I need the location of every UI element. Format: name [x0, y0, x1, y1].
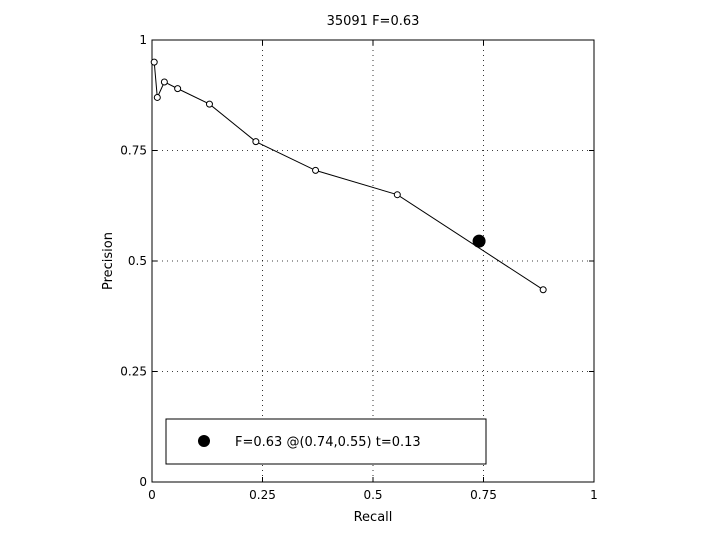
y-tick-label: 0.25 — [120, 365, 147, 379]
data-point — [252, 138, 260, 146]
x-tick-label: 0.5 — [363, 488, 382, 502]
chart-title: 35091 F=0.63 — [327, 14, 420, 29]
best-f-point — [472, 234, 486, 248]
data-point — [393, 191, 401, 199]
x-tick-label: 0 — [148, 488, 156, 502]
y-axis-label: Precision — [101, 232, 116, 290]
data-point — [312, 166, 320, 174]
data-point — [539, 286, 547, 294]
y-tick-label: 0.75 — [120, 144, 147, 158]
x-axis-label: Recall — [354, 510, 393, 525]
legend-text: F=0.63 @(0.74,0.55) t=0.13 — [235, 435, 421, 450]
y-tick-label: 1 — [139, 33, 147, 47]
legend: F=0.63 @(0.74,0.55) t=0.13 — [165, 418, 487, 465]
data-point — [153, 93, 161, 101]
legend-box — [165, 418, 487, 465]
x-tick-label: 0.25 — [249, 488, 276, 502]
y-tick-label: 0 — [139, 475, 147, 489]
tick-labels: 0 0.25 0.5 0.75 1 0 0.25 0.5 0.75 1 — [120, 33, 598, 502]
grid-lines — [152, 40, 594, 482]
data-point — [160, 78, 168, 86]
tick-marks — [151, 39, 595, 483]
x-tick-label: 1 — [590, 488, 598, 502]
x-tick-label: 0.75 — [470, 488, 497, 502]
data-point — [174, 85, 182, 93]
y-tick-label: 0.5 — [128, 254, 147, 268]
data-point — [205, 100, 213, 108]
series-group — [150, 58, 547, 294]
data-point — [150, 58, 158, 66]
legend-marker — [198, 435, 210, 447]
